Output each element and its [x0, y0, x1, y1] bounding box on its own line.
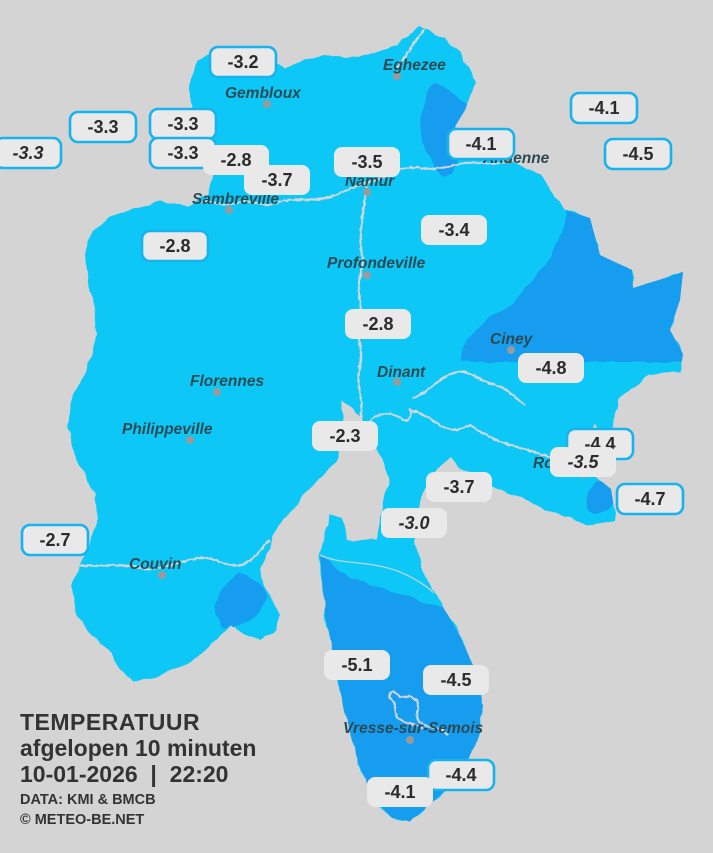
- svg-text:-2.3: -2.3: [329, 426, 360, 446]
- svg-text:Gembloux: Gembloux: [225, 85, 302, 102]
- svg-text:-3.3: -3.3: [12, 143, 43, 163]
- svg-text:-3.5: -3.5: [351, 152, 382, 172]
- svg-text:-5.1: -5.1: [341, 655, 372, 675]
- svg-text:10-01-2026 | 22:20: 10-01-2026 | 22:20: [20, 761, 228, 787]
- svg-text:-4.7: -4.7: [634, 489, 665, 509]
- svg-text:Ciney: Ciney: [490, 331, 534, 348]
- svg-text:-3.4: -3.4: [438, 220, 469, 240]
- svg-text:-4.1: -4.1: [384, 782, 415, 802]
- svg-text:-3.2: -3.2: [227, 52, 258, 72]
- svg-text:Dinant: Dinant: [377, 364, 426, 381]
- svg-text:-3.3: -3.3: [167, 143, 198, 163]
- svg-text:Profondeville: Profondeville: [327, 255, 426, 272]
- svg-text:-3.7: -3.7: [261, 170, 292, 190]
- svg-text:-4.8: -4.8: [535, 358, 566, 378]
- svg-text:-3.5: -3.5: [567, 452, 599, 472]
- svg-text:afgelopen 10 minuten: afgelopen 10 minuten: [20, 735, 256, 761]
- svg-text:-4.5: -4.5: [622, 144, 653, 164]
- svg-text:-3.3: -3.3: [87, 117, 118, 137]
- svg-text:-2.8: -2.8: [220, 150, 251, 170]
- svg-text:-4.5: -4.5: [440, 670, 471, 690]
- svg-text:-4.1: -4.1: [588, 98, 619, 118]
- svg-text:-4.1: -4.1: [465, 134, 496, 154]
- svg-text:TEMPERATUUR: TEMPERATUUR: [20, 709, 200, 735]
- svg-text:Philippeville: Philippeville: [122, 421, 213, 438]
- svg-text:Eghezee: Eghezee: [383, 57, 446, 74]
- svg-text:Florennes: Florennes: [190, 373, 264, 390]
- svg-text:-3.0: -3.0: [398, 513, 429, 533]
- svg-text:-2.8: -2.8: [159, 236, 190, 256]
- svg-text:-3.7: -3.7: [443, 477, 474, 497]
- svg-text:-4.4: -4.4: [445, 765, 476, 785]
- svg-text:-2.8: -2.8: [362, 314, 393, 334]
- svg-text:-3.3: -3.3: [167, 114, 198, 134]
- svg-text:DATA: KMI & BMCB: DATA: KMI & BMCB: [20, 792, 156, 808]
- svg-text:Vresse-sur-Semois: Vresse-sur-Semois: [343, 720, 484, 737]
- svg-text:© METEO-BE.NET: © METEO-BE.NET: [20, 812, 144, 828]
- svg-text:-2.7: -2.7: [39, 530, 70, 550]
- svg-text:Couvin: Couvin: [129, 556, 182, 573]
